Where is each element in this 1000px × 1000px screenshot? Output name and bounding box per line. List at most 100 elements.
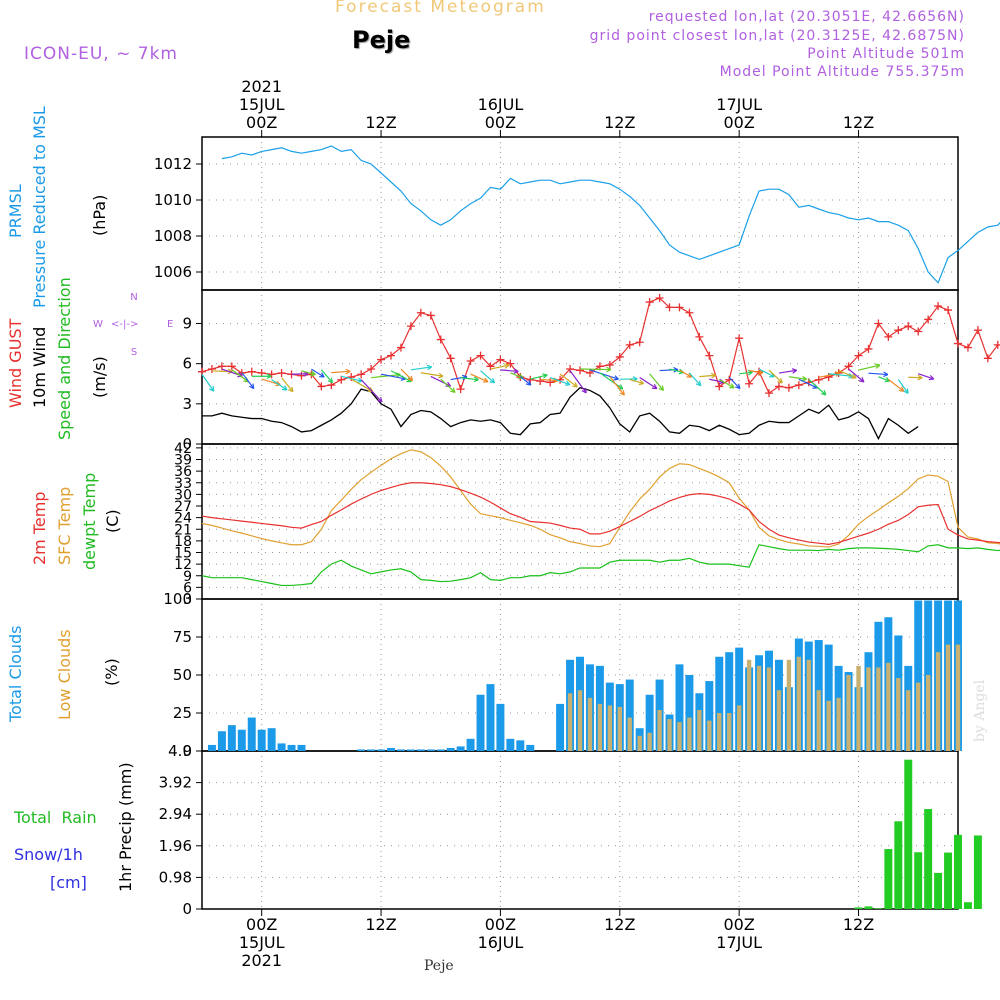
gust-marker [416, 308, 425, 317]
pressure-frame [201, 136, 959, 291]
bottom-time-label: 12Z [843, 915, 874, 934]
low-cloud-bar [607, 705, 613, 751]
gust-marker [317, 382, 326, 391]
top-date-label: 17JUL [716, 95, 762, 114]
wind-arrow-head [407, 375, 414, 382]
wind-arrow-head [898, 386, 905, 392]
y-tick-label: 39 [174, 453, 192, 469]
watermark: by Angel [972, 679, 988, 742]
rain-bar [973, 835, 982, 909]
wind-arrow [579, 368, 612, 371]
top-time-label: 00Z [723, 113, 754, 132]
wind-arrow [848, 368, 865, 383]
total-cloud-bar [257, 729, 266, 751]
wind-arrow [350, 378, 374, 393]
total-cloud-bar [207, 744, 216, 751]
gust-marker [207, 365, 216, 374]
wind-arrow [410, 366, 432, 371]
total-cloud-bar [237, 729, 246, 751]
wind-arrow-head [249, 383, 255, 390]
low-cloud-bar [587, 697, 593, 751]
y-tick-label: 4.9 [168, 742, 192, 760]
top-time-label: 00Z [485, 113, 516, 132]
gust-marker [396, 343, 405, 352]
pressure-line [221, 145, 1000, 284]
wind-arrow-head [735, 383, 741, 390]
requested-coords: requested lon,lat (20.3051E, 42.6656N) [648, 9, 965, 25]
gust-marker [794, 381, 803, 390]
wind-arrow-head [651, 383, 658, 390]
wind-arrow [918, 373, 935, 380]
gust-marker [406, 322, 415, 331]
rain-bar [884, 849, 893, 909]
low-cloud-bar [796, 656, 802, 751]
wind-arrow [201, 374, 215, 392]
total-cloud-bar [367, 749, 376, 751]
wind-arrow [540, 378, 559, 382]
gust-marker [745, 379, 754, 388]
gust-marker [993, 340, 1000, 349]
gust-marker [665, 303, 674, 312]
wind-arrow-head [658, 385, 665, 391]
station-name: Peje [352, 26, 411, 54]
wind-arrow-head [883, 371, 889, 378]
low-cloud-bar [876, 667, 881, 751]
wind-arrow [460, 377, 479, 381]
wind-arrow-head [288, 386, 294, 393]
gust-marker [377, 355, 386, 364]
snow-unit: [cm] [50, 873, 87, 892]
wind-arrow-head [613, 375, 619, 381]
wind-arrow [897, 379, 909, 394]
gust-marker [506, 359, 515, 368]
gust-marker [884, 332, 893, 341]
gust-marker [963, 343, 972, 352]
wind-arrow [320, 369, 333, 384]
gust-marker [436, 335, 445, 344]
wind-line [202, 387, 919, 441]
rain-bar [874, 908, 883, 909]
wind-arrow-head [851, 373, 857, 379]
y-tick-label: 6 [183, 580, 192, 596]
precip-panel [196, 750, 959, 910]
rain-label: Total Rain [14, 808, 97, 827]
total-cloud-bar [387, 747, 395, 751]
wind-arrow [778, 369, 797, 374]
low-cloud-bar [677, 722, 682, 751]
wind-arrow [749, 369, 763, 374]
gust-marker [625, 340, 634, 349]
low-cloud-bar [945, 644, 951, 751]
wind-arrow-head [820, 390, 827, 396]
bottom-time-label: 00Z [485, 915, 516, 934]
low-cloud-bar [617, 706, 622, 751]
wind-arrow-head [542, 373, 548, 379]
wind-arrow [589, 369, 619, 380]
wind-arrow-head [572, 382, 578, 388]
y-tick-label: 6 [182, 355, 192, 373]
bottom-date-label: 15JUL [239, 933, 285, 952]
rain-bar [864, 906, 873, 909]
wind-arrow [440, 378, 456, 393]
low-cloud-bar [846, 675, 851, 751]
gust-marker [476, 351, 485, 360]
wind-arrow-head [791, 368, 798, 374]
total-cloud-bar [506, 738, 515, 751]
wind-arrow-head [266, 373, 272, 380]
wind-arrow-head [438, 372, 444, 379]
wind-panel [196, 289, 959, 445]
footer-station: Peje [424, 958, 454, 974]
wind-arrow [868, 372, 888, 376]
wind-arrow [788, 376, 807, 380]
wind-arrow [400, 368, 414, 382]
low-cloud-bar [707, 720, 712, 751]
low-cloud-bar [637, 735, 642, 751]
gust-marker [456, 385, 465, 394]
wind-arrow-head [327, 377, 334, 384]
total-cloud-bar [406, 749, 415, 751]
wind-arrow [530, 374, 548, 380]
low-cloud-bar [826, 700, 831, 751]
sfc-temp-line [201, 449, 1000, 548]
total-cloud-bar [645, 694, 654, 751]
gust-marker [387, 351, 395, 360]
wind-arrow [878, 376, 890, 382]
total-cloud-bar [416, 749, 425, 751]
